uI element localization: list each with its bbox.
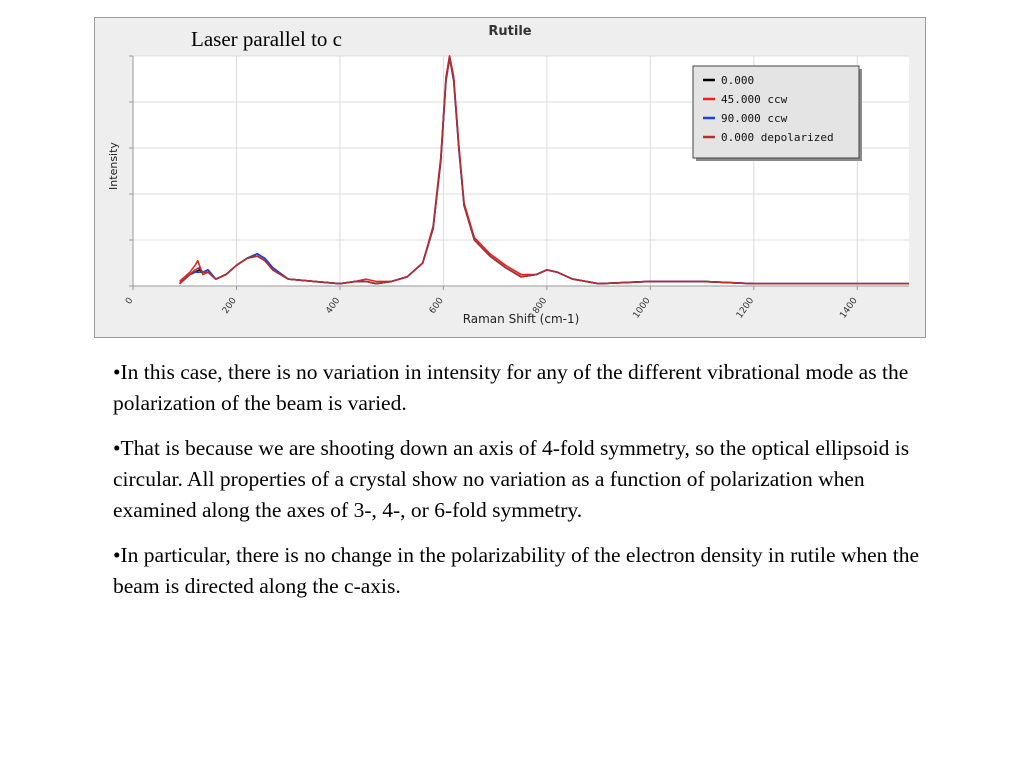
series-lines: [179, 55, 909, 285]
y-axis-label: Intensity: [107, 142, 120, 190]
legend-label: 0.000: [721, 74, 754, 87]
x-tick-label: 1200: [735, 296, 756, 321]
x-axis-label: Raman Shift (cm-1): [463, 312, 580, 326]
x-tick-label: 1400: [838, 296, 859, 321]
x-tick-label: 200: [221, 296, 239, 316]
x-tick-label: 400: [324, 296, 342, 316]
bullet-item: •In particular, there is no change in th…: [113, 543, 920, 598]
rutile-raman-chart: 0 200 400 600 800 1000 1200 1400 0.000 45.000 cc…: [94, 17, 926, 338]
legend-box: [692, 65, 860, 159]
bullet-item: •In this case, there is no variation in …: [113, 360, 909, 415]
bullet-list: •In this case, there is no variation in …: [113, 357, 923, 616]
chart-title: Rutile: [488, 24, 531, 39]
x-tick-label: 600: [428, 296, 446, 316]
bullet-item: •That is because we are shooting down an…: [113, 436, 910, 522]
series-line: [179, 57, 909, 285]
overlay-label: Laser parallel to c: [191, 27, 342, 51]
legend-label: 45.000 ccw: [721, 93, 788, 106]
legend-label: 90.000 ccw: [721, 112, 788, 125]
legend: 0.000 45.000 ccw 90.000 ccw 0.000 depolariz…: [692, 65, 862, 161]
x-tick-label: 0: [124, 296, 136, 307]
legend-label: 0.000 depolarized: [721, 131, 834, 144]
x-tick-label: 1000: [631, 296, 652, 321]
